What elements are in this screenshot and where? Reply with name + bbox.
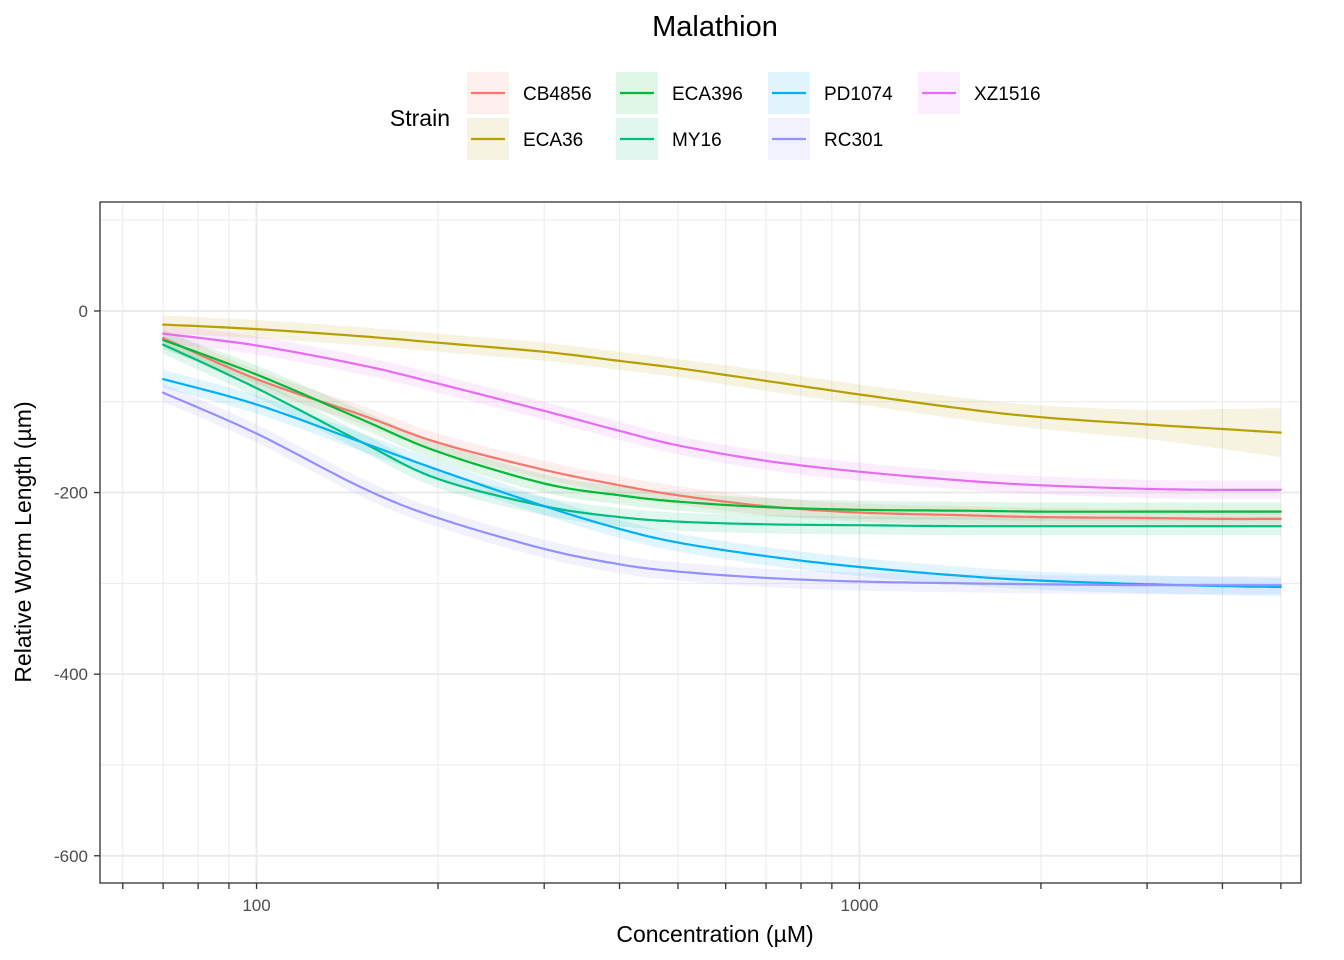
- y-tick-label: 0: [79, 302, 88, 321]
- legend-label-cb4856: CB4856: [523, 84, 592, 105]
- x-axis: 100 1000: [122, 883, 1282, 915]
- legend-label-pd1074: PD1074: [824, 84, 893, 105]
- y-axis-title: Relative Worm Length (µm): [10, 401, 36, 682]
- line-my16: [162, 343, 1282, 528]
- panel-border: [99, 201, 1302, 884]
- plot-panel: [99, 201, 1302, 884]
- series-lines: [162, 323, 1282, 589]
- legend-label-eca396: ECA396: [672, 84, 743, 105]
- panel-background: [100, 202, 1301, 883]
- line-xz1516: [162, 332, 1282, 491]
- y-tick-label: -400: [54, 665, 88, 684]
- x-tick-label: 100: [242, 896, 270, 915]
- y-tick-label: -600: [54, 847, 88, 866]
- legend-label-my16: MY16: [672, 130, 722, 151]
- y-axis: 0 -200 -400 -600: [54, 302, 100, 866]
- line-rc301: [162, 391, 1282, 587]
- legend: Strain CB4856 ECA36 ECA396 MY16 PD1074 RC301 X…: [390, 72, 1041, 160]
- ribbon-xz1516: [163, 324, 1281, 499]
- ribbon-eca396: [163, 330, 1281, 521]
- legend-title: Strain: [390, 105, 450, 131]
- line-cb4856: [162, 337, 1282, 521]
- minor-gridlines: [100, 202, 1301, 883]
- x-tick-label: 1000: [841, 896, 879, 915]
- ribbon-my16: [163, 335, 1281, 536]
- legend-label-rc301: RC301: [824, 130, 883, 151]
- legend-label-xz1516: XZ1516: [974, 84, 1041, 105]
- ribbon-cb4856: [163, 329, 1281, 528]
- legend-label-eca36: ECA36: [523, 130, 583, 151]
- chart-title: Malathion: [652, 11, 778, 43]
- x-axis-title: Concentration (µM): [616, 921, 813, 947]
- line-eca396: [162, 338, 1282, 513]
- line-eca36: [162, 323, 1282, 434]
- line-pd1074: [162, 378, 1282, 589]
- ribbon-eca36: [163, 315, 1281, 458]
- major-gridlines: [100, 202, 1301, 883]
- y-tick-label: -200: [54, 484, 88, 503]
